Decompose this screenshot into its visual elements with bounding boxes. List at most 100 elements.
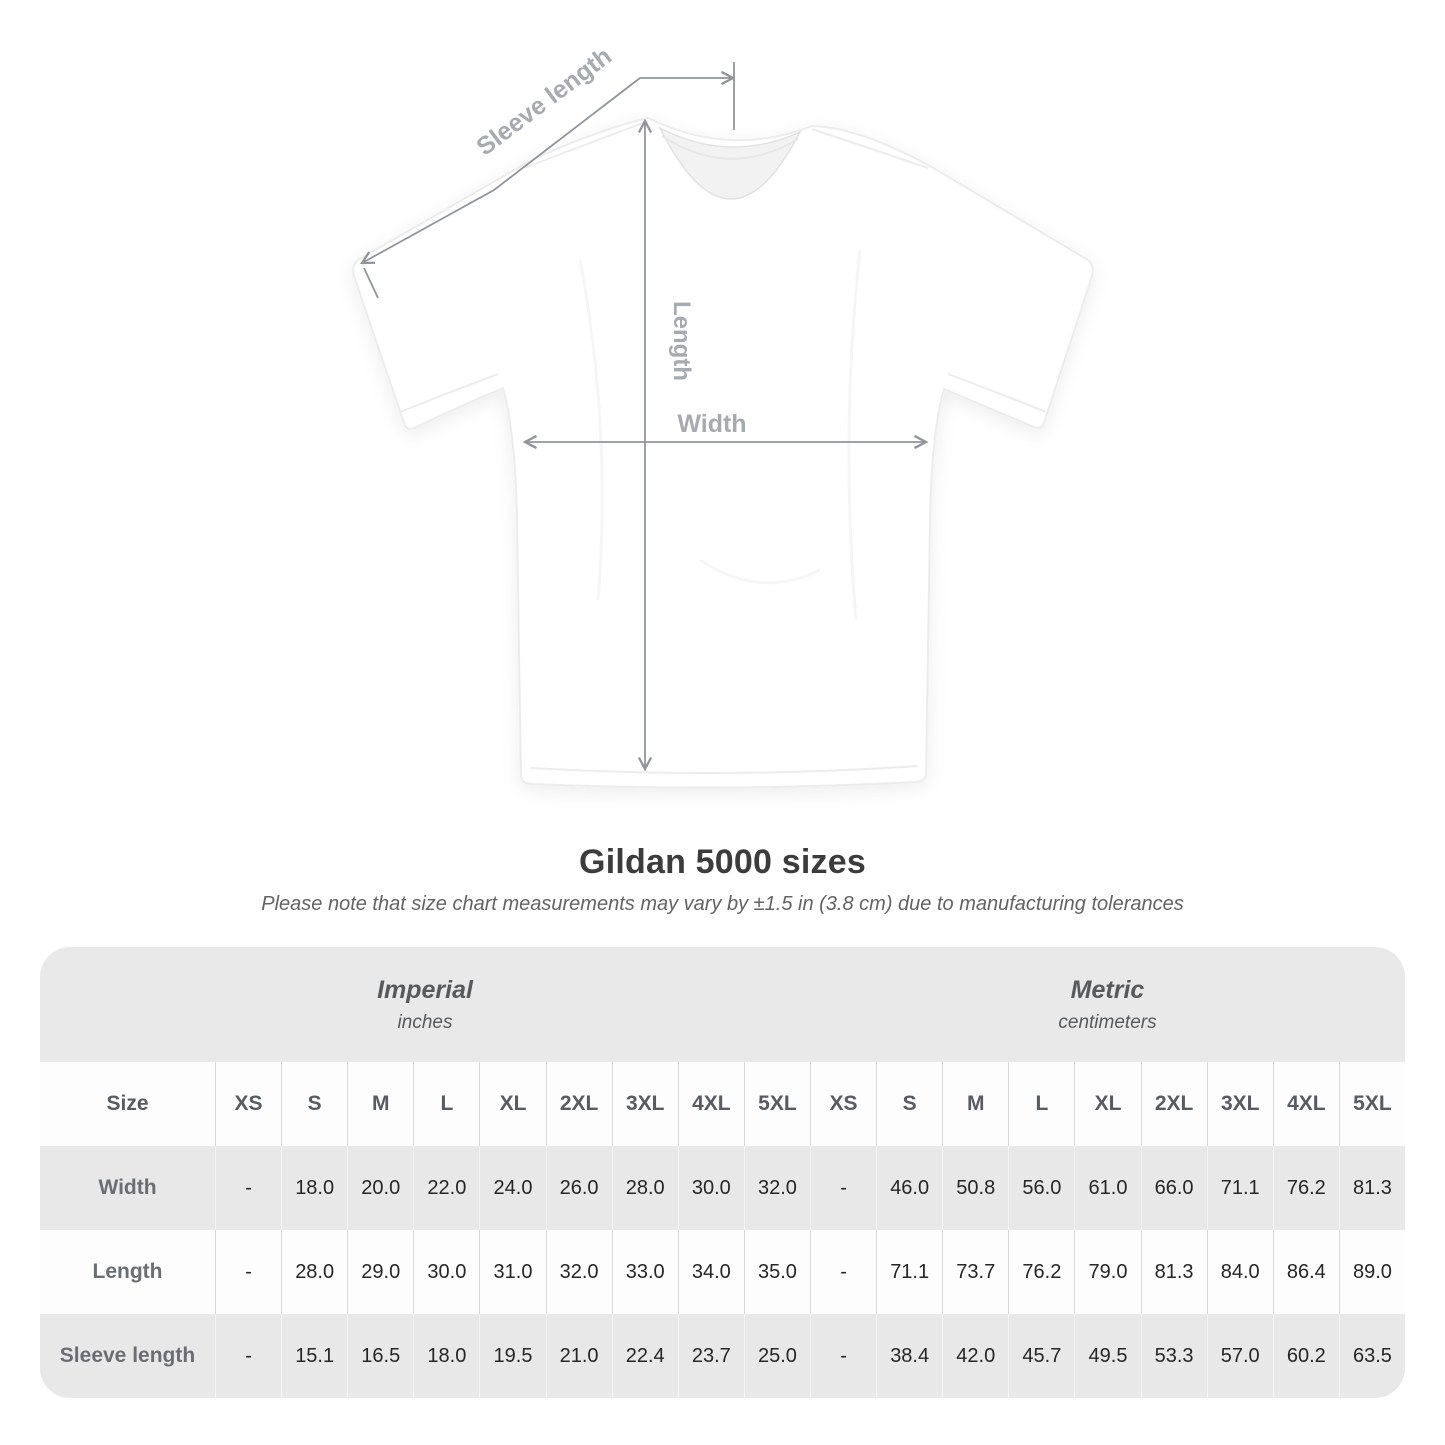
measurement-cell: 35.0 [743, 1230, 810, 1314]
row-label: Width [98, 1176, 157, 1199]
imperial-label: Imperial [377, 975, 473, 1004]
measurement-cell: 16.5 [347, 1314, 413, 1398]
sleeve-witness-line [363, 267, 379, 299]
measurement-cell: - [810, 1314, 876, 1398]
measurement-cell: 30.0 [677, 1146, 744, 1230]
size-header-cell: S [281, 1062, 347, 1146]
size-header-cell: XL [1074, 1062, 1140, 1146]
size-header-cell: 5XL [1338, 1062, 1405, 1146]
measurement-cell: 76.2 [1008, 1230, 1074, 1314]
measurement-cell: 38.4 [876, 1314, 942, 1398]
measurement-cell: 73.7 [942, 1230, 1008, 1314]
size-header-cell: 5XL [743, 1062, 810, 1146]
table-rows: Size XS S M L XL 2XL 3XL 4XL 5XL XS S M L XL 2XL 3XL 4XL 5… [40, 1062, 1405, 1398]
size-table: Imperial inches Metric centimeters Size X… [40, 947, 1405, 1398]
size-header-cell: 3XL [611, 1062, 678, 1146]
measurement-cell: 79.0 [1074, 1230, 1140, 1314]
measurement-cell: 18.0 [413, 1314, 479, 1398]
measurement-cell: 56.0 [1008, 1146, 1074, 1230]
measurement-cell: 18.0 [281, 1146, 347, 1230]
measurement-cell: - [810, 1230, 876, 1314]
length-label: Length [668, 301, 695, 381]
size-header-cell: L [413, 1062, 479, 1146]
measurement-cell: - [810, 1146, 876, 1230]
measurement-cell: 71.1 [1206, 1146, 1273, 1230]
measurement-cell: 26.0 [545, 1146, 612, 1230]
measurement-cell: 20.0 [347, 1146, 413, 1230]
imperial-header: Imperial inches [40, 947, 810, 1062]
tshirt-diagram: Sleeve length Length Width [352, 42, 1094, 789]
measurement-cell: 24.0 [479, 1146, 545, 1230]
measurement-cell: 21.0 [545, 1314, 612, 1398]
measurement-cell: 60.2 [1272, 1314, 1339, 1398]
tshirt-diagram-svg: Sleeve length Length Width [352, 42, 1094, 789]
measurement-cell: 22.0 [413, 1146, 479, 1230]
measurement-cell: 81.3 [1140, 1230, 1207, 1314]
measurement-cell: 30.0 [413, 1230, 479, 1314]
measurement-cell: 81.3 [1338, 1146, 1405, 1230]
unit-header-band: Imperial inches Metric centimeters [40, 947, 1405, 1062]
measurement-cell: 33.0 [611, 1230, 678, 1314]
tolerance-note: Please note that size chart measurements… [261, 893, 1184, 915]
measurement-cell: 86.4 [1272, 1230, 1339, 1314]
table-row: Length -28.0 29.0 30.0 31.0 32.0 33.0 34.0 35.0-… [40, 1230, 1405, 1314]
table-row: Width -18.0 20.0 22.0 24.0 26.0 28.0 30.0 32.0-4… [40, 1146, 1405, 1230]
measurement-cell: 57.0 [1206, 1314, 1273, 1398]
measurement-cell: 28.0 [281, 1230, 347, 1314]
measurement-cell: 66.0 [1140, 1146, 1207, 1230]
metric-unit-label: centimeters [1058, 1011, 1157, 1033]
imperial-unit-label: inches [397, 1011, 453, 1033]
measurement-cell: 28.0 [611, 1146, 678, 1230]
size-column-header: Size [106, 1092, 149, 1115]
size-header-cell: M [942, 1062, 1008, 1146]
size-header-cell: M [347, 1062, 413, 1146]
measurement-cell: 71.1 [876, 1230, 942, 1314]
measurement-cell: 50.8 [942, 1146, 1008, 1230]
row-label: Sleeve length [59, 1344, 196, 1367]
measurement-cell: 32.0 [743, 1146, 810, 1230]
measurement-cell: 53.3 [1140, 1314, 1207, 1398]
measurement-cell: 34.0 [677, 1230, 744, 1314]
measurement-cell: - [215, 1230, 281, 1314]
size-header-row: Size XS S M L XL 2XL 3XL 4XL 5XL XS S M L XL 2XL 3XL 4XL 5… [40, 1062, 1405, 1146]
table-row: Sleeve length -15.1 16.5 18.0 19.5 21.0 22.4 23… [40, 1314, 1405, 1398]
measurement-cell: 25.0 [743, 1314, 810, 1398]
tshirt-shape [352, 116, 1094, 789]
metric-header: Metric centimeters [810, 947, 1405, 1062]
measurement-cell: 49.5 [1074, 1314, 1140, 1398]
size-header-cell: XS [215, 1062, 281, 1146]
size-header-cell: 3XL [1206, 1062, 1273, 1146]
sleeve-length-dimension-line [362, 78, 733, 263]
measurement-cell: 23.7 [677, 1314, 744, 1398]
size-header-cell: XL [479, 1062, 545, 1146]
size-header-cell: 4XL [1272, 1062, 1339, 1146]
measurement-cell: - [215, 1314, 281, 1398]
size-header-cell: 2XL [1140, 1062, 1207, 1146]
measurement-cell: 76.2 [1272, 1146, 1339, 1230]
size-header-cell: S [876, 1062, 942, 1146]
measurement-cell: 84.0 [1206, 1230, 1273, 1314]
measurement-cell: 15.1 [281, 1314, 347, 1398]
measurement-cell: 32.0 [545, 1230, 612, 1314]
measurement-cell: - [215, 1146, 281, 1230]
size-header-cell: 2XL [545, 1062, 612, 1146]
measurement-cell: 46.0 [876, 1146, 942, 1230]
measurement-cell: 45.7 [1008, 1314, 1074, 1398]
measurement-cell: 89.0 [1338, 1230, 1405, 1314]
dimension-lines [362, 62, 926, 769]
size-header-cell: L [1008, 1062, 1074, 1146]
shirt-seams [399, 120, 1047, 775]
measurement-cell: 63.5 [1338, 1314, 1405, 1398]
measurement-cell: 22.4 [611, 1314, 678, 1398]
size-header-cell: 4XL [677, 1062, 744, 1146]
row-label: Length [92, 1260, 163, 1283]
width-label: Width [677, 410, 746, 438]
measurement-cell: 42.0 [942, 1314, 1008, 1398]
size-header-cell: XS [810, 1062, 876, 1146]
measurement-cell: 19.5 [479, 1314, 545, 1398]
metric-label: Metric [1070, 975, 1145, 1004]
measurement-cell: 61.0 [1074, 1146, 1140, 1230]
measurement-cell: 31.0 [479, 1230, 545, 1314]
page-title: Gildan 5000 sizes [579, 843, 866, 881]
